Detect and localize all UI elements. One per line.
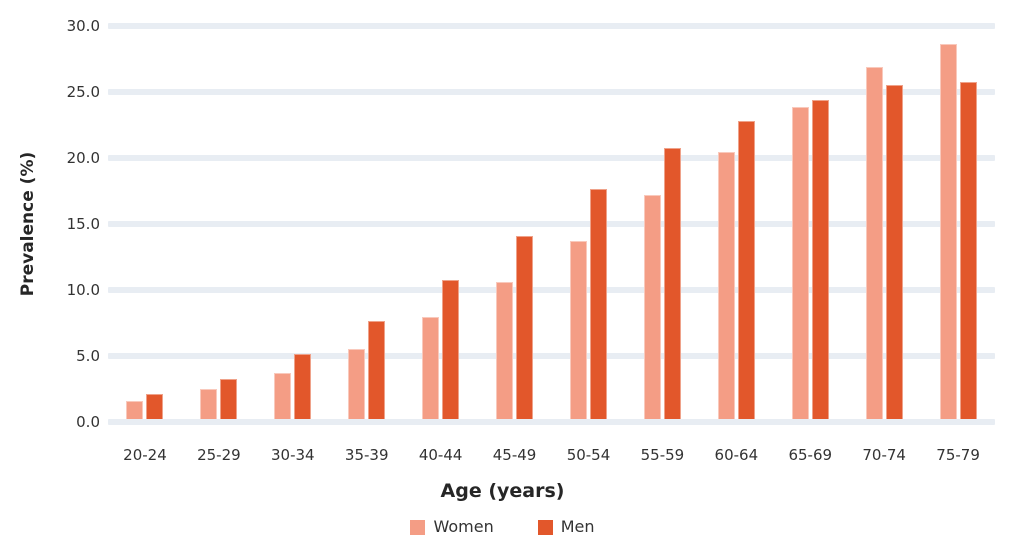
bar-men-55-59 bbox=[663, 148, 681, 419]
bar-women-55-59 bbox=[643, 194, 661, 419]
y-tick-label-20.0: 20.0 bbox=[66, 149, 100, 167]
legend-item-women: Women bbox=[410, 517, 494, 536]
legend-swatch-men bbox=[537, 519, 553, 535]
bar-women-25-29 bbox=[200, 388, 218, 419]
x-tick-label-70-74: 70-74 bbox=[862, 446, 906, 464]
y-axis-title: Prevalence (%) bbox=[18, 151, 38, 297]
x-tick-label-30-34: 30-34 bbox=[271, 446, 315, 464]
bar-men-60-64 bbox=[737, 120, 755, 419]
bar-group-25-29 bbox=[182, 6, 256, 419]
gridline-30.0 bbox=[108, 23, 995, 29]
y-tick-label-30.0: 30.0 bbox=[66, 17, 100, 35]
y-axis-tick-labels: 0.0 5.0 10.0 15.0 20.0 25.0 30.0 bbox=[38, 17, 100, 431]
bar-women-30-34 bbox=[274, 372, 292, 419]
bar-women-75-79 bbox=[939, 44, 957, 419]
bar-men-40-44 bbox=[442, 280, 460, 419]
bar-group-75-79 bbox=[921, 6, 995, 419]
bar-group-55-59 bbox=[625, 6, 699, 419]
bar-men-75-79 bbox=[959, 82, 977, 419]
bar-group-40-44 bbox=[404, 6, 478, 419]
bar-group-50-54 bbox=[552, 6, 626, 419]
bar-group-35-39 bbox=[330, 6, 404, 419]
bar-group-65-69 bbox=[773, 6, 847, 419]
x-tick-label-60-64: 60-64 bbox=[714, 446, 759, 464]
bar-men-35-39 bbox=[368, 321, 386, 419]
gridline-0.0 bbox=[108, 419, 995, 425]
gridline-5.0 bbox=[108, 353, 995, 359]
bar-men-30-34 bbox=[294, 354, 312, 419]
legend-label-men: Men bbox=[560, 517, 595, 536]
bar-men-50-54 bbox=[589, 189, 607, 419]
bar-men-20-24 bbox=[146, 393, 164, 419]
gridline-10.0 bbox=[108, 287, 995, 293]
x-tick-label-40-44: 40-44 bbox=[418, 446, 463, 464]
gridline-15.0 bbox=[108, 221, 995, 227]
bar-group-45-49 bbox=[478, 6, 552, 419]
bars-row bbox=[108, 6, 995, 419]
y-tick-label-0.0: 0.0 bbox=[76, 413, 100, 431]
legend-label-women: Women bbox=[433, 517, 494, 536]
y-tick-label-25.0: 25.0 bbox=[66, 83, 100, 101]
bar-men-65-69 bbox=[811, 99, 829, 419]
x-tick-label-25-29: 25-29 bbox=[197, 446, 241, 464]
x-tick-label-50-54: 50-54 bbox=[566, 446, 611, 464]
y-tick-label-5.0: 5.0 bbox=[76, 347, 100, 365]
x-tick-label-45-49: 45-49 bbox=[492, 446, 537, 464]
x-axis-tick-labels: 20-24 25-29 30-34 35-39 40-44 45-49 50-54 55-59… bbox=[108, 446, 995, 464]
legend-item-men: Men bbox=[537, 517, 595, 536]
x-tick-label-55-59: 55-59 bbox=[640, 446, 685, 464]
bar-group-30-34 bbox=[256, 6, 330, 419]
x-tick-label-65-69: 65-69 bbox=[788, 446, 833, 464]
bar-women-40-44 bbox=[422, 317, 440, 419]
x-tick-label-75-79: 75-79 bbox=[936, 446, 980, 464]
bar-group-70-74 bbox=[847, 6, 921, 419]
gridline-25.0 bbox=[108, 89, 995, 95]
bar-women-70-74 bbox=[865, 66, 883, 419]
plot-area bbox=[108, 23, 995, 425]
x-tick-label-20-24: 20-24 bbox=[123, 446, 167, 464]
bar-women-35-39 bbox=[348, 349, 366, 419]
y-tick-label-10.0: 10.0 bbox=[66, 281, 100, 299]
legend: Women Men bbox=[0, 518, 1005, 536]
bar-women-50-54 bbox=[569, 240, 587, 419]
x-axis-title: Age (years) bbox=[440, 480, 565, 502]
gridline-20.0 bbox=[108, 155, 995, 161]
bar-group-60-64 bbox=[699, 6, 773, 419]
bar-men-25-29 bbox=[220, 379, 238, 419]
bar-group-20-24 bbox=[108, 6, 182, 419]
bar-women-20-24 bbox=[126, 400, 144, 419]
x-tick-label-35-39: 35-39 bbox=[344, 446, 389, 464]
bar-women-60-64 bbox=[717, 152, 735, 419]
bar-women-45-49 bbox=[496, 281, 514, 419]
bar-men-45-49 bbox=[516, 235, 534, 419]
bar-men-70-74 bbox=[885, 85, 903, 419]
legend-swatch-women bbox=[410, 519, 426, 535]
y-tick-label-15.0: 15.0 bbox=[66, 215, 100, 233]
bar-women-65-69 bbox=[791, 107, 809, 419]
